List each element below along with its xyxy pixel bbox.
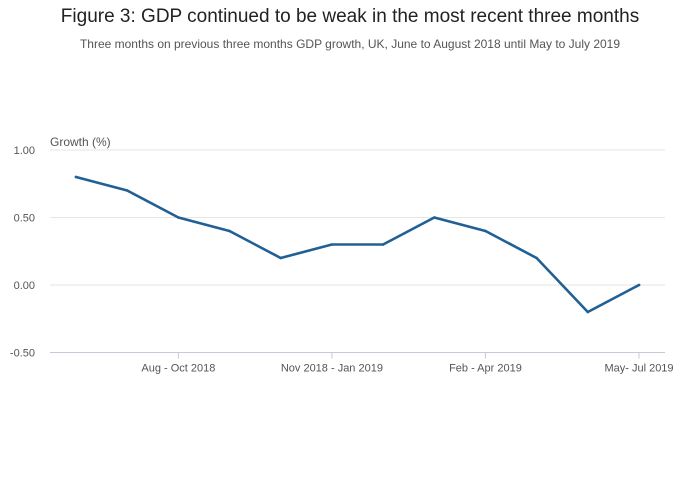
data-point[interactable] [177, 216, 180, 219]
y-tick-label: 1.00 [14, 145, 35, 157]
chart-subtitle: Three months on previous three months GD… [79, 37, 621, 51]
data-point[interactable] [125, 189, 129, 192]
series-layer [74, 175, 641, 314]
data-point[interactable] [535, 256, 538, 260]
data-point[interactable] [228, 229, 231, 233]
data-point[interactable] [432, 216, 436, 219]
data-point[interactable] [637, 283, 641, 287]
x-tick-label: Aug - Oct 2018 [141, 363, 215, 375]
x-axis-ticks: Aug - Oct 2018 Nov 2018 - Jan 2019 Feb - A… [141, 352, 674, 375]
chart-title: Figure 3: GDP continued to be weak in th… [60, 6, 640, 27]
y-axis-ticks: -0.50 0.00 0.50 1.00 [10, 145, 35, 360]
gridlines [50, 149, 665, 286]
series-line [74, 175, 641, 314]
y-tick-label: 0.00 [14, 280, 35, 292]
y-axis-title: Growth (%) [50, 135, 111, 149]
data-point[interactable] [330, 243, 334, 246]
data-point[interactable] [586, 310, 590, 314]
y-tick-label: 0.50 [14, 213, 35, 225]
data-point[interactable] [484, 229, 487, 233]
x-tick-label: May- Jul 2019 [604, 363, 673, 375]
x-tick-label: Nov 2018 - Jan 2019 [281, 363, 383, 375]
x-tick-label: Feb - Apr 2019 [449, 363, 522, 375]
data-point[interactable] [74, 175, 78, 179]
data-point[interactable] [381, 243, 385, 246]
data-point[interactable] [279, 256, 283, 260]
y-tick-label: -0.50 [10, 348, 35, 360]
